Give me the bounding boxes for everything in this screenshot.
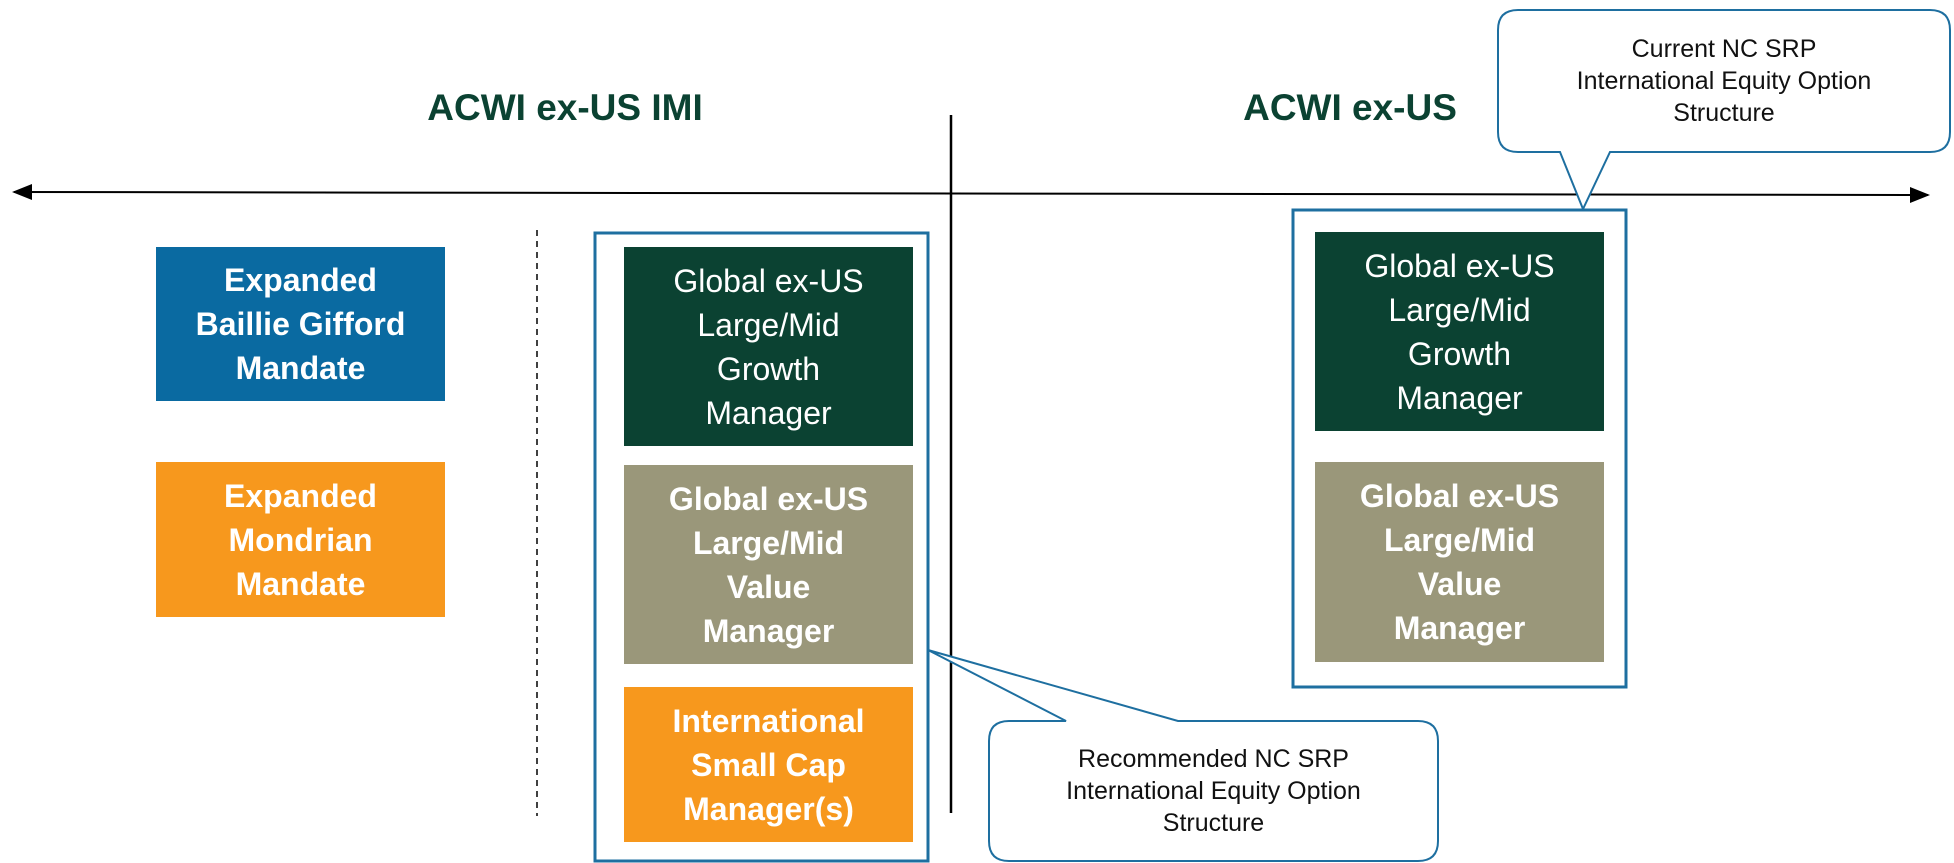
text-line: Manager bbox=[702, 612, 835, 649]
text-line: Mandate bbox=[235, 565, 366, 602]
manager-box: Global ex-US Large/Mid Value Manager bbox=[1315, 462, 1604, 662]
text-line: Large/Mid bbox=[697, 306, 840, 343]
axis-arrow bbox=[12, 184, 1930, 203]
text-line: Manager bbox=[1393, 610, 1526, 646]
text-line: Value bbox=[726, 568, 811, 605]
recommended-frame bbox=[593, 231, 930, 863]
text-line: Mondrian bbox=[228, 521, 373, 558]
text-line: Expanded bbox=[224, 262, 377, 298]
text-line: Manager bbox=[705, 394, 832, 431]
text-line: Global ex-US bbox=[673, 262, 864, 299]
manager-box: Global ex-US Large/Mid Growth Manager bbox=[1315, 232, 1604, 431]
text-line: Global ex-US bbox=[1359, 478, 1560, 514]
heading: ACWI ex-US IMI bbox=[427, 87, 703, 128]
text-line: Large/Mid bbox=[692, 524, 845, 561]
text-line: Manager bbox=[1396, 379, 1523, 416]
text-line: Large/Mid bbox=[1388, 291, 1531, 328]
text-line: Small Cap bbox=[691, 746, 846, 783]
text-line: Structure bbox=[1162, 809, 1265, 837]
text-line: Growth bbox=[1407, 335, 1512, 372]
text-line: Baillie Gifford bbox=[195, 306, 406, 342]
callout-text: Current NC SRP International Equity Optio… bbox=[1500, 12, 1948, 150]
manager-box: Global ex-US Large/Mid Growth Manager bbox=[624, 247, 913, 446]
mandate-box: Expanded Mondrian Mandate bbox=[156, 462, 445, 617]
text-line: Current NC SRP bbox=[1631, 35, 1817, 63]
text-line: Global ex-US bbox=[668, 480, 869, 517]
current-callout-shape bbox=[1497, 9, 1951, 212]
current-frame bbox=[1291, 208, 1628, 689]
text-line: Mandate bbox=[235, 350, 366, 386]
text-line: Large/Mid bbox=[1383, 522, 1536, 558]
text-line: Growth bbox=[716, 350, 821, 387]
text-line: International bbox=[672, 702, 865, 739]
recommended-callout-shape bbox=[927, 649, 1439, 862]
manager-box: International Small Cap Manager(s) bbox=[624, 687, 913, 842]
callout-text: Recommended NC SRP International Equity O… bbox=[991, 723, 1436, 859]
text-line: International Equity Option bbox=[1576, 67, 1872, 95]
text-line: Manager(s) bbox=[683, 790, 854, 827]
text-line: Expanded bbox=[224, 477, 377, 514]
text-line: International Equity Option bbox=[1066, 777, 1361, 805]
manager-box: Global ex-US Large/Mid Value Manager bbox=[624, 465, 913, 664]
text-line: Structure bbox=[1673, 99, 1775, 127]
text-line: Recommended NC SRP bbox=[1078, 745, 1349, 773]
text-line: Value bbox=[1417, 566, 1502, 602]
mandate-box: Expanded Baillie Gifford Mandate bbox=[156, 247, 445, 401]
text-line: Global ex-US bbox=[1364, 247, 1555, 284]
heading: ACWI ex-US bbox=[1243, 87, 1457, 128]
